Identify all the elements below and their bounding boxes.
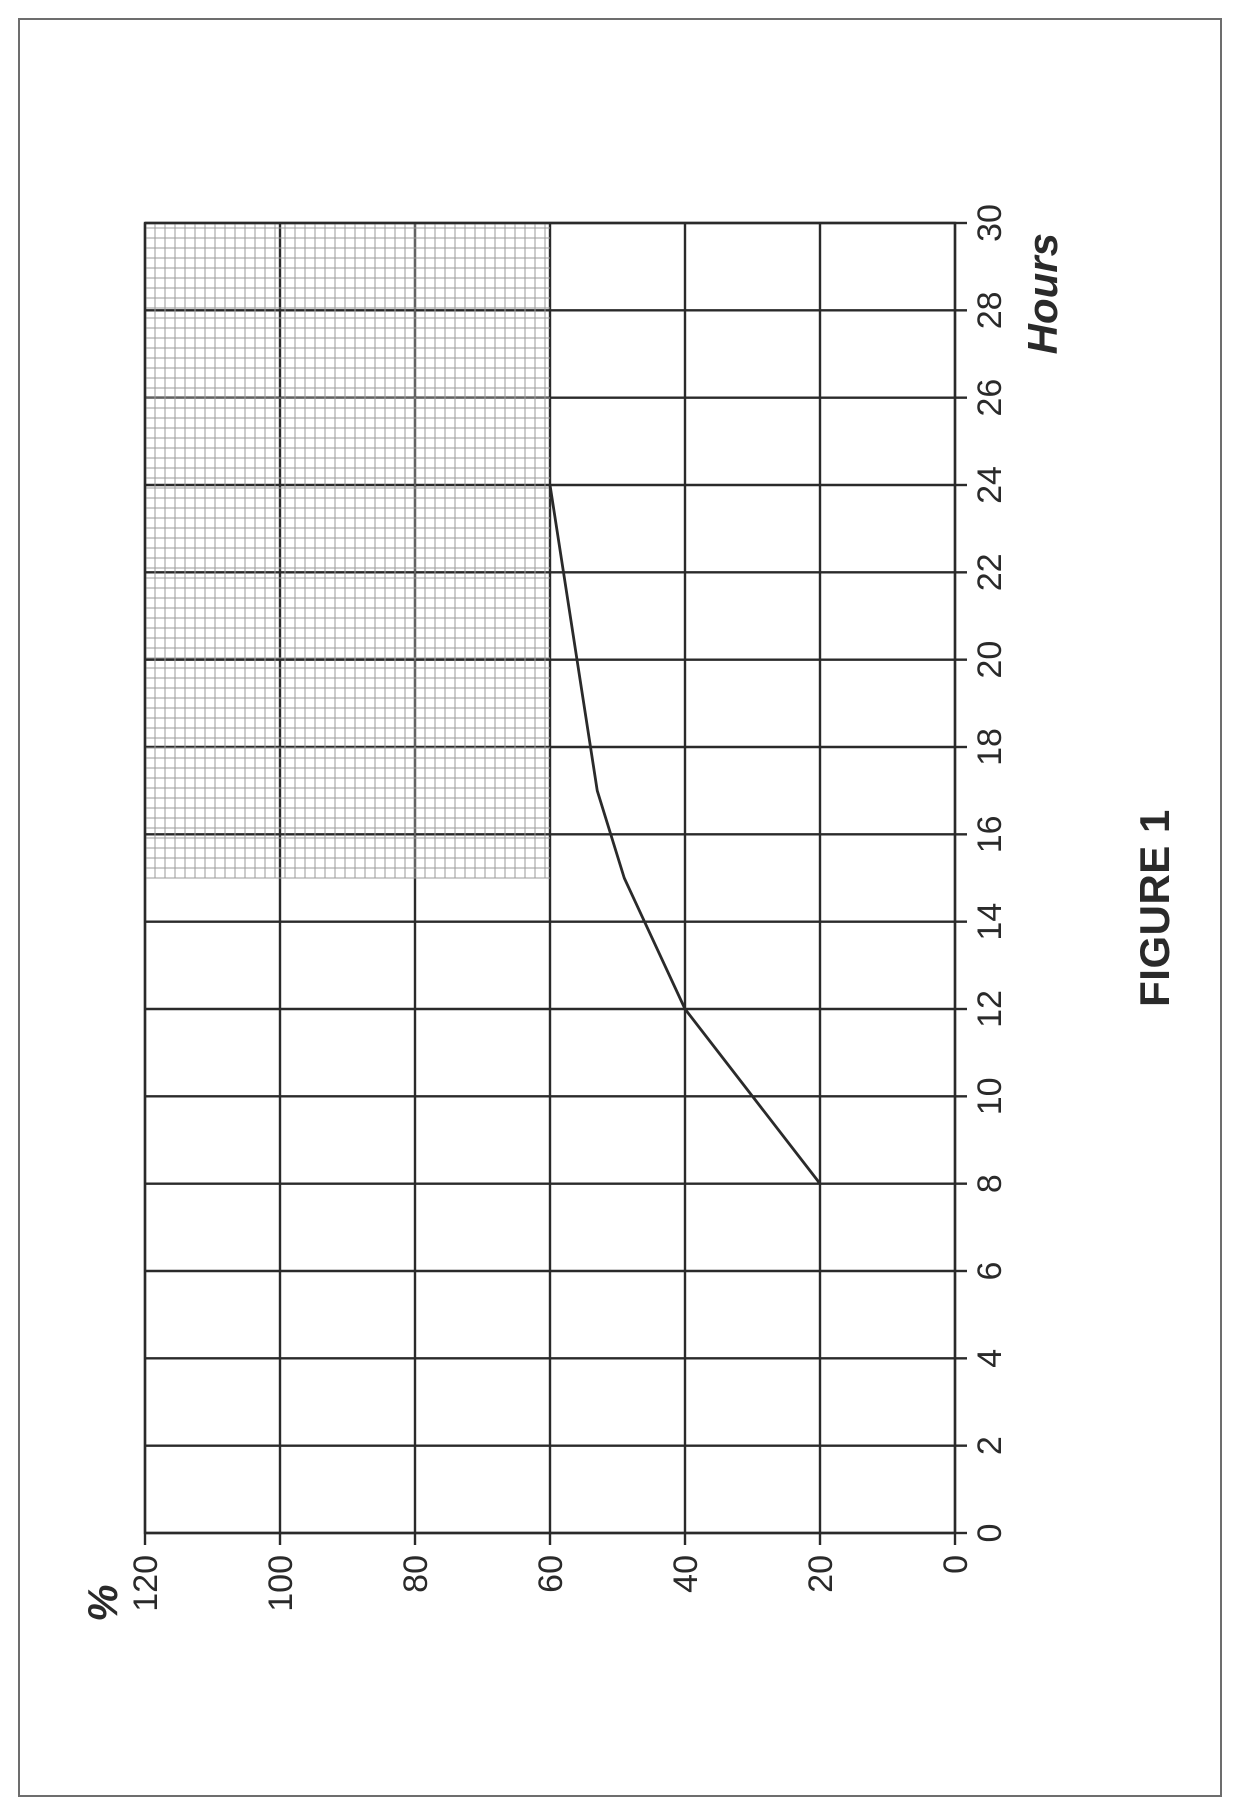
- y-tick-label: 100: [262, 1555, 300, 1612]
- x-tick-label: 24: [971, 466, 1009, 504]
- x-tick-label: 26: [971, 378, 1009, 416]
- x-tick-label: 8: [971, 1174, 1009, 1193]
- line-chart: 0204060801001200246810121416182022242628…: [55, 73, 1103, 1743]
- y-tick-label: 0: [937, 1555, 975, 1574]
- y-tick-label: 120: [127, 1555, 165, 1612]
- y-axis-label: %: [79, 1584, 126, 1621]
- x-axis-label: Hours: [1019, 233, 1066, 354]
- x-tick-label: 30: [971, 204, 1009, 242]
- y-tick-label: 80: [397, 1555, 435, 1593]
- x-tick-label: 18: [971, 728, 1009, 766]
- y-tick-label: 20: [802, 1555, 840, 1593]
- x-tick-label: 4: [971, 1348, 1009, 1367]
- x-tick-label: 0: [971, 1523, 1009, 1542]
- figure-caption: FIGURE 1: [1131, 73, 1179, 1743]
- x-tick-label: 14: [971, 902, 1009, 940]
- x-tick-label: 6: [971, 1261, 1009, 1280]
- x-tick-label: 10: [971, 1077, 1009, 1115]
- y-tick-label: 40: [667, 1555, 705, 1593]
- x-tick-label: 20: [971, 640, 1009, 678]
- page-root: 0204060801001200246810121416182022242628…: [0, 0, 1240, 1815]
- y-tick-label: 60: [532, 1555, 570, 1593]
- chart-wrap: 0204060801001200246810121416182022242628…: [55, 73, 1103, 1743]
- x-tick-label: 16: [971, 815, 1009, 853]
- x-tick-label: 22: [971, 553, 1009, 591]
- x-tick-label: 2: [971, 1436, 1009, 1455]
- x-tick-label: 12: [971, 990, 1009, 1028]
- x-tick-label: 28: [971, 291, 1009, 329]
- rotated-content: 0204060801001200246810121416182022242628…: [55, 73, 1185, 1743]
